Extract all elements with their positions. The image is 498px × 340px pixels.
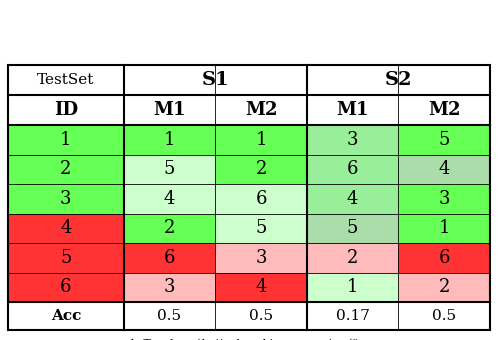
Text: 6: 6 (347, 160, 359, 178)
Bar (307, 125, 398, 154)
Text: 2: 2 (255, 160, 267, 178)
Bar (307, 154, 398, 184)
Text: 4: 4 (439, 160, 450, 178)
Text: M1: M1 (153, 101, 186, 119)
Bar (307, 184, 398, 214)
Text: 3: 3 (438, 190, 450, 208)
Text: 1: 1 (438, 219, 450, 237)
Bar (124, 95, 215, 125)
Bar (124, 272, 215, 302)
Bar (215, 214, 307, 243)
Text: 5: 5 (347, 219, 359, 237)
Bar (124, 243, 215, 272)
Bar (398, 302, 490, 330)
Text: 2: 2 (60, 160, 72, 178)
Text: 3: 3 (164, 278, 175, 296)
Text: 0.17: 0.17 (336, 309, 370, 323)
Bar (124, 125, 215, 154)
Bar (215, 243, 307, 272)
Bar (8, 302, 124, 330)
Text: 3: 3 (60, 190, 72, 208)
Bar (307, 302, 398, 330)
Text: 4: 4 (347, 190, 359, 208)
Text: 2: 2 (439, 278, 450, 296)
Bar (8, 65, 124, 95)
Bar (398, 95, 490, 125)
Text: 4: 4 (164, 190, 175, 208)
Text: M2: M2 (245, 101, 277, 119)
Bar (215, 272, 307, 302)
Text: 6: 6 (60, 278, 72, 296)
Text: ID: ID (54, 101, 78, 119)
Bar (8, 154, 124, 184)
Text: 1: 1 (164, 131, 175, 149)
Bar (307, 243, 398, 272)
Text: 6: 6 (164, 249, 175, 267)
Bar (8, 214, 124, 243)
Bar (215, 125, 307, 154)
Bar (215, 154, 307, 184)
Bar (398, 243, 490, 272)
Text: 5: 5 (60, 249, 72, 267)
Text: 6: 6 (255, 190, 267, 208)
Bar (8, 184, 124, 214)
Bar (398, 272, 490, 302)
Text: 0.5: 0.5 (249, 309, 273, 323)
Bar (215, 95, 307, 125)
Text: 4: 4 (60, 219, 72, 237)
Bar (398, 154, 490, 184)
Text: 1: Two hypothetical ranking scenarios ("...: 1: Two hypothetical ranking scenarios ("… (129, 338, 369, 340)
Text: 5: 5 (164, 160, 175, 178)
Bar (124, 184, 215, 214)
Bar (8, 272, 124, 302)
Bar (8, 65, 490, 330)
Bar (8, 95, 124, 125)
Text: S1: S1 (201, 71, 229, 89)
Bar (124, 214, 215, 243)
Text: 2: 2 (347, 249, 359, 267)
Bar (124, 154, 215, 184)
Text: 4: 4 (255, 278, 267, 296)
Bar (124, 65, 307, 95)
Text: 0.5: 0.5 (432, 309, 456, 323)
Text: 1: 1 (347, 278, 359, 296)
Bar (307, 272, 398, 302)
Text: 3: 3 (255, 249, 267, 267)
Text: S2: S2 (384, 71, 412, 89)
Text: 2: 2 (164, 219, 175, 237)
Text: 5: 5 (255, 219, 267, 237)
Text: 0.5: 0.5 (157, 309, 182, 323)
Text: 5: 5 (439, 131, 450, 149)
Text: 1: 1 (255, 131, 267, 149)
Text: 1: 1 (60, 131, 72, 149)
Bar (307, 95, 398, 125)
Text: M2: M2 (428, 101, 461, 119)
Text: M1: M1 (336, 101, 369, 119)
Bar (307, 214, 398, 243)
Bar (215, 302, 307, 330)
Text: Acc: Acc (51, 309, 81, 323)
Text: TestSet: TestSet (37, 73, 95, 87)
Bar (8, 243, 124, 272)
Text: 6: 6 (438, 249, 450, 267)
Text: 3: 3 (347, 131, 359, 149)
Bar (8, 125, 124, 154)
Bar (307, 65, 490, 95)
Bar (398, 125, 490, 154)
Bar (398, 184, 490, 214)
Bar (124, 302, 215, 330)
Bar (398, 214, 490, 243)
Bar (215, 184, 307, 214)
